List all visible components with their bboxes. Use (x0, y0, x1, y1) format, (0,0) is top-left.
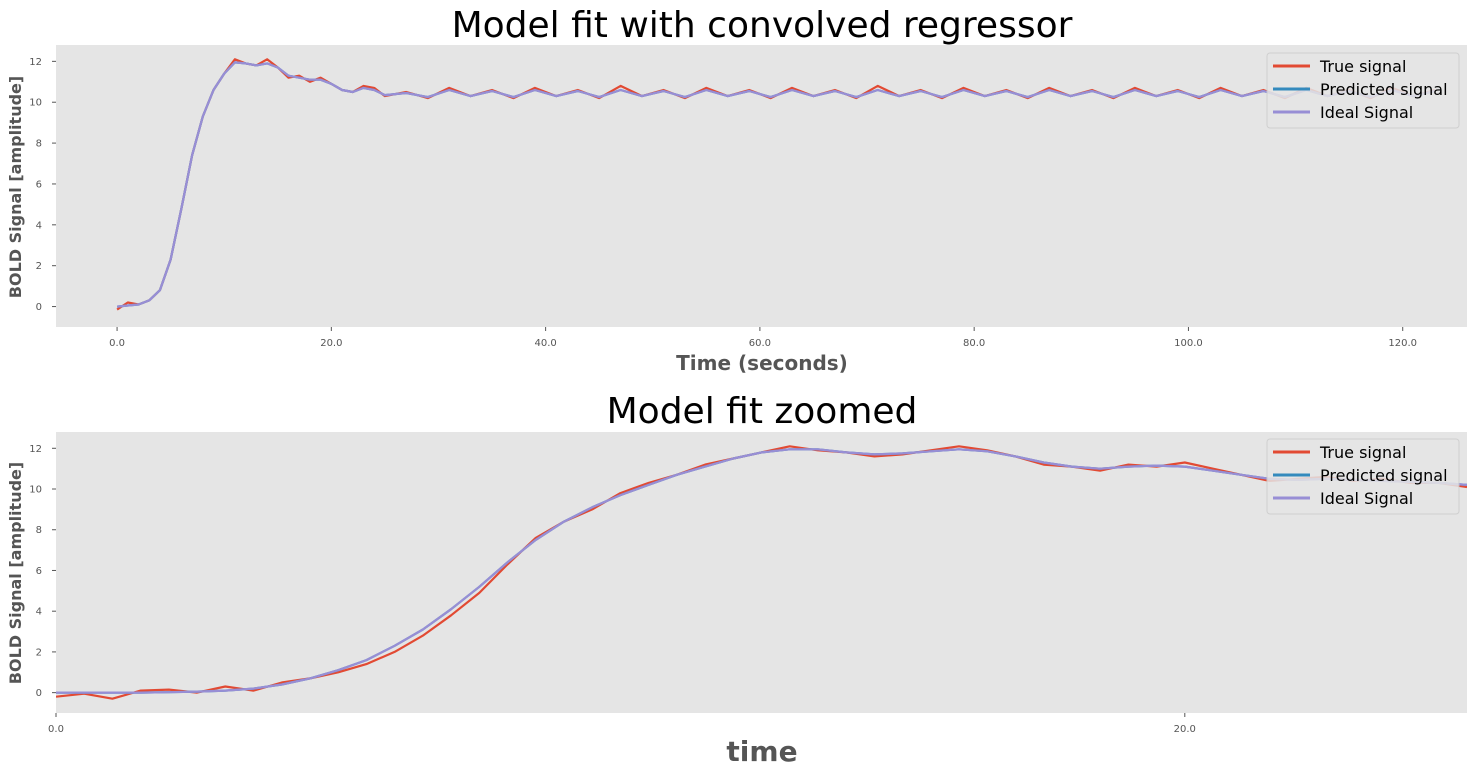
chart2-x-tick-label: 20.0 (1174, 724, 1196, 735)
chart2-y-axis-label: BOLD Signal [amplitude] (6, 462, 25, 684)
chart1-x-tick-label: 0.0 (109, 338, 125, 349)
chart1-y-tick-label: 12 (29, 57, 42, 68)
chart1-x-tick-label: 80.0 (963, 338, 985, 349)
chart2-x-ticks: 0.0 20.0 (48, 713, 1196, 735)
chart2-title: Model fit zoomed (607, 391, 918, 432)
chart1-legend-label-predicted-signal: Predicted signal (1320, 80, 1448, 99)
chart2-y-tick-label: 0 (36, 688, 42, 699)
chart1-x-tick-label: 40.0 (534, 338, 556, 349)
chart1-x-ticks: 0.0 20.0 40.0 60.0 80.0 100.0 120.0 (109, 327, 1417, 349)
chart1-y-ticks: 0 2 4 6 8 10 12 (29, 57, 56, 313)
chart2-y-tick-label: 10 (29, 485, 42, 496)
chart2-y-ticks: 0 2 4 6 8 10 12 (29, 444, 56, 699)
chart2-y-tick-label: 12 (29, 444, 42, 455)
chart1-x-axis-label: Time (seconds) (676, 351, 848, 375)
chart2-legend-label-true-signal: True signal (1319, 443, 1406, 462)
chart1-y-tick-label: 2 (36, 261, 42, 272)
chart2-y-tick-label: 6 (36, 566, 42, 577)
chart2-x-axis-label: time (726, 735, 797, 768)
chart1-x-tick-label: 100.0 (1174, 338, 1203, 349)
chart2-legend: True signal Predicted signal Ideal Signa… (1266, 438, 1460, 515)
chart2-series-ideal-signal (56, 448, 1467, 694)
chart2-legend-box (1266, 438, 1460, 515)
chart1-y-tick-label: 0 (36, 302, 42, 313)
chart1-y-tick-label: 8 (36, 139, 42, 150)
chart1-plot-area (56, 45, 1467, 327)
chart1-y-tick-label: 4 (36, 220, 42, 231)
chart2-y-tick-label: 8 (36, 525, 42, 536)
chart1-x-tick-label: 20.0 (320, 338, 342, 349)
chart1-legend-label-true-signal: True signal (1319, 57, 1406, 76)
chart2-legend-label-predicted-signal: Predicted signal (1320, 466, 1448, 485)
chart1-y-axis-label: BOLD Signal [amplitude] (6, 76, 25, 298)
chart1-series (116, 58, 1436, 311)
chart1-x-tick-label: 120.0 (1388, 338, 1417, 349)
chart1-title: Model fit with convolved regressor (452, 5, 1073, 46)
chart1-y-tick-label: 10 (29, 98, 42, 109)
chart2-y-tick-label: 4 (36, 607, 42, 618)
chart1-y-tick-label: 6 (36, 179, 42, 190)
chart2-legend-label-ideal-signal: Ideal Signal (1320, 489, 1413, 508)
chart1-legend-label-ideal-signal: Ideal Signal (1320, 103, 1413, 122)
chart1-legend-box (1266, 52, 1460, 129)
chart2-series (56, 445, 1467, 700)
chart2-y-tick-label: 2 (36, 647, 42, 658)
chart2-plot-area (56, 432, 1467, 713)
chart2-x-tick-label: 0.0 (48, 724, 64, 735)
chart1-legend: True signal Predicted signal Ideal Signa… (1266, 52, 1460, 129)
chart1-x-tick-label: 60.0 (749, 338, 771, 349)
chart1-series-ideal-signal (116, 61, 1436, 308)
